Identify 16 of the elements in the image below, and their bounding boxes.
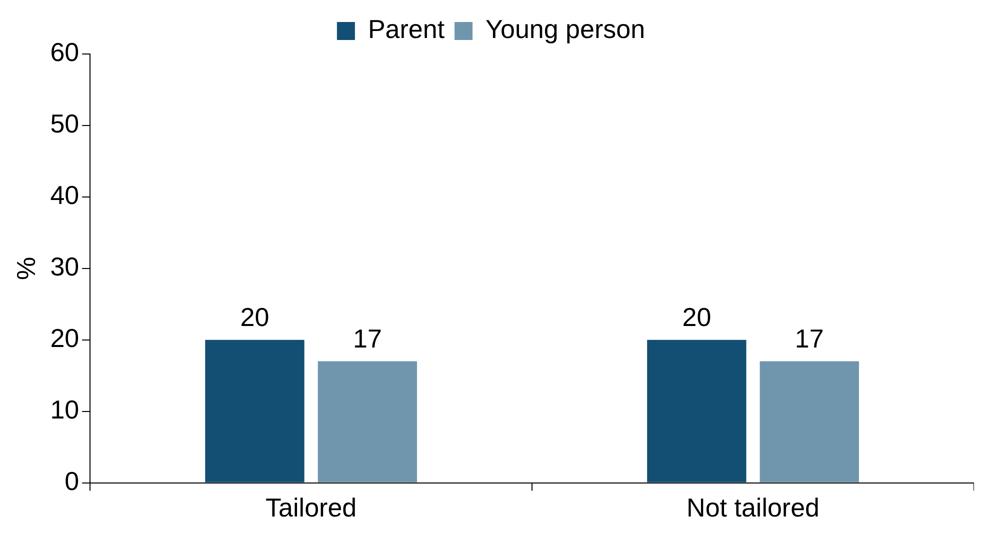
y-tick-label: 20	[50, 323, 80, 354]
data-label: 17	[352, 323, 382, 354]
data-label: 20	[682, 302, 712, 332]
data-label: 17	[794, 323, 824, 354]
y-axis-title: %	[10, 256, 41, 280]
y-tick-label: 60	[50, 37, 80, 68]
x-tick-label: Tailored	[266, 492, 357, 523]
data-label: 20	[240, 302, 270, 332]
legend-label: Parent	[368, 14, 446, 44]
y-tick-label: 30	[50, 252, 80, 282]
y-tick-label: 50	[50, 108, 80, 139]
y-tick-label: 10	[50, 394, 80, 425]
legend-label: Young person	[486, 14, 646, 44]
x-tick-label: Not tailored	[686, 492, 820, 523]
y-tick-label: 0	[64, 466, 80, 496]
y-tick-label: 40	[50, 180, 80, 210]
